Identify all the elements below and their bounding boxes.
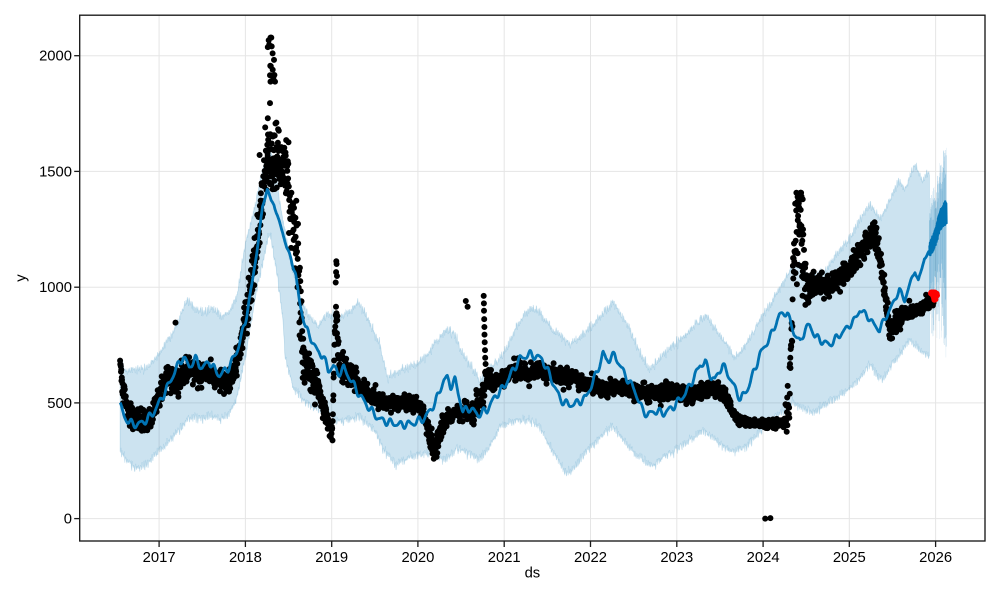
- svg-text:2017: 2017: [143, 550, 176, 566]
- svg-text:y: y: [14, 274, 30, 282]
- svg-text:ds: ds: [525, 566, 541, 582]
- svg-text:2021: 2021: [488, 550, 521, 566]
- svg-text:2018: 2018: [229, 550, 262, 566]
- svg-text:0: 0: [64, 512, 72, 528]
- svg-text:2000: 2000: [39, 49, 72, 65]
- svg-text:1500: 1500: [39, 164, 72, 180]
- svg-text:500: 500: [47, 396, 72, 412]
- svg-text:2024: 2024: [747, 550, 780, 566]
- svg-text:2019: 2019: [315, 550, 348, 566]
- svg-text:2025: 2025: [833, 550, 866, 566]
- svg-text:2020: 2020: [401, 550, 434, 566]
- svg-text:2026: 2026: [919, 550, 952, 566]
- svg-text:1000: 1000: [39, 280, 72, 296]
- svg-text:2022: 2022: [574, 550, 607, 566]
- svg-text:2023: 2023: [660, 550, 693, 566]
